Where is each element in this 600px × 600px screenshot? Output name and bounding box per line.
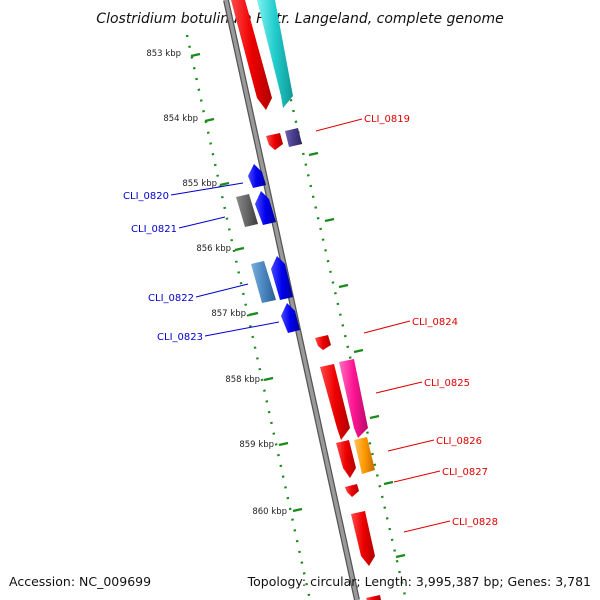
- gene-arrow[interactable]: [315, 335, 331, 350]
- gene-label-cli-0821[interactable]: CLI_0821: [131, 224, 177, 235]
- gene-arrow-cli-0820[interactable]: [248, 164, 266, 188]
- kbp-label: 859 kbp: [239, 440, 274, 450]
- gene-arrow-cli-0822[interactable]: [251, 261, 276, 303]
- gene-label-cli-0822[interactable]: CLI_0822: [148, 293, 194, 304]
- reverse-genes: [236, 164, 300, 333]
- genome-summary-text: Topology: circular; Length: 3,995,387 bp…: [247, 574, 591, 589]
- kbp-label: 855 kbp: [182, 179, 217, 189]
- kbp-label: 856 kbp: [196, 244, 231, 254]
- gene-arrow-cli-0826[interactable]: [336, 440, 356, 478]
- gene-label-cli-0827[interactable]: CLI_0827: [442, 467, 488, 478]
- gene-label-cli-0819[interactable]: CLI_0819: [364, 114, 410, 125]
- gene-arrow-cli-0821[interactable]: [236, 194, 258, 227]
- map-title: Clostridium botulinum F str. Langeland, …: [96, 11, 503, 27]
- kbp-label: 853 kbp: [146, 49, 181, 59]
- gene-label-cli-0823[interactable]: CLI_0823: [157, 332, 203, 343]
- forward-genes: [231, 0, 381, 600]
- gene-arrow-cli-0819[interactable]: [285, 128, 302, 147]
- gene-arrow[interactable]: [271, 256, 293, 300]
- kbp-label: 860 kbp: [252, 507, 287, 517]
- gene-arrow[interactable]: [366, 595, 381, 600]
- forward-leader-lines: [315, 118, 451, 533]
- gene-arrow-cli-0823[interactable]: [281, 303, 300, 333]
- major-ticks: [190, 52, 406, 559]
- gene-arrow-cli-0825[interactable]: [339, 359, 368, 438]
- gene-arrow-cli-0828[interactable]: [351, 511, 375, 566]
- gene-arrow[interactable]: [320, 364, 350, 440]
- reverse-leader-lines: [170, 182, 280, 337]
- kbp-label: 857 kbp: [211, 309, 246, 319]
- gene-arrow[interactable]: [266, 133, 283, 150]
- accession-text: Accession: NC_009699: [9, 574, 151, 589]
- gene-arrow[interactable]: [257, 0, 293, 108]
- gene-label-cli-0820[interactable]: CLI_0820: [123, 191, 169, 202]
- gene-label-cli-0828[interactable]: CLI_0828: [452, 517, 498, 528]
- gene-arrow-cli-0827[interactable]: [354, 437, 375, 474]
- gene-arrow[interactable]: [345, 484, 359, 497]
- gene-arrow[interactable]: [255, 191, 276, 225]
- gene-arrow[interactable]: [231, 0, 272, 110]
- gene-label-cli-0825[interactable]: CLI_0825: [424, 378, 470, 389]
- genome-backbone: [224, 0, 359, 600]
- gene-label-cli-0826[interactable]: CLI_0826: [436, 436, 482, 447]
- gene-label-cli-0824[interactable]: CLI_0824: [412, 317, 458, 328]
- kbp-label: 858 kbp: [225, 375, 260, 385]
- kbp-label: 854 kbp: [163, 114, 198, 124]
